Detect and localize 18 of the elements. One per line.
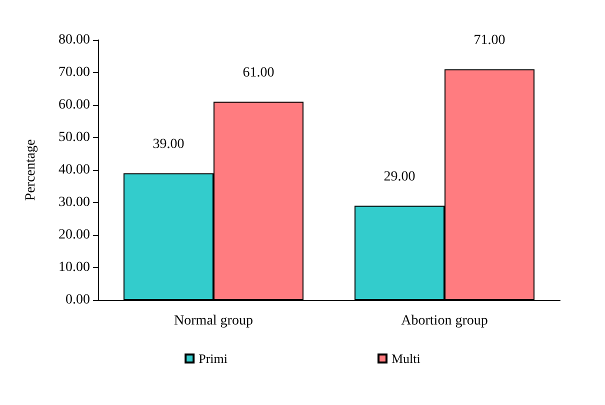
- y-tick-label: 50.00: [58, 130, 90, 145]
- y-tick-label: 10.00: [58, 260, 90, 275]
- y-tick-label: 40.00: [58, 162, 90, 178]
- data-label: 61.00: [242, 65, 274, 80]
- data-label: 71.00: [474, 32, 506, 48]
- y-axis-title: Percentage: [24, 139, 38, 201]
- legend-label: Multi: [392, 351, 421, 366]
- y-tick-label: 0.00: [66, 292, 90, 308]
- legend-label: Primi: [198, 351, 228, 366]
- y-tick-label: 60.00: [58, 98, 90, 112]
- x-tick-label: Normal group: [174, 314, 253, 328]
- y-tick-label: 20.00: [58, 228, 90, 242]
- y-tick-label: 80.00: [58, 32, 90, 48]
- y-tick-label: 70.00: [58, 65, 90, 80]
- data-label: 29.00: [384, 169, 416, 184]
- x-tick-label: Abortion group: [401, 314, 488, 328]
- data-label: 39.00: [152, 136, 184, 152]
- y-tick-label: 30.00: [58, 195, 90, 210]
